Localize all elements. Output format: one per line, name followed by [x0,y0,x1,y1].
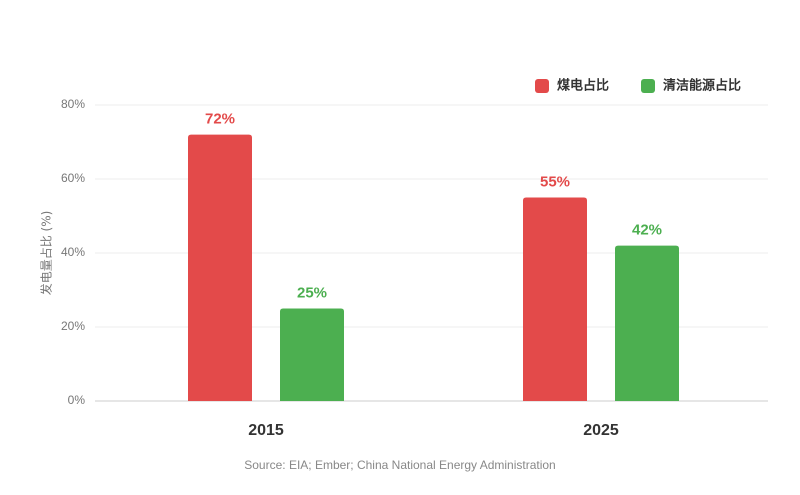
label-layer: 72% 25% 2015 55% 42% 2025 [205,111,662,439]
y-tick-label: 20% [61,319,85,333]
y-axis-label: 发电量占比 (%) [39,211,54,296]
x-category-label-2015: 2015 [248,422,284,439]
bar-2025-series-1 [615,245,679,401]
y-tick-label: 60% [61,171,85,185]
bar-2025-series-0 [523,197,587,401]
legend: 煤电占比 清洁能源占比 [535,78,741,94]
y-tick-label: 40% [61,245,85,259]
x-category-label-2025: 2025 [583,422,619,439]
legend-swatch-series-1 [641,79,655,93]
data-label-2015-series-0: 72% [205,111,235,128]
y-tick-label: 80% [61,97,85,111]
legend-swatch-series-0 [535,79,549,93]
data-label-2015-series-1: 25% [297,285,327,302]
legend-label-series-0: 煤电占比 [557,78,609,94]
source-note: Source: EIA; Ember; China National Energ… [244,458,555,472]
data-label-2025-series-0: 55% [540,174,570,191]
legend-label-series-1: 清洁能源占比 [663,78,741,94]
data-label-2025-series-1: 42% [632,222,662,239]
bar-2015-series-0 [188,134,252,401]
bar-layer [188,134,679,401]
bar-2015-series-1 [280,308,344,401]
y-tick-label: 0% [68,393,86,407]
